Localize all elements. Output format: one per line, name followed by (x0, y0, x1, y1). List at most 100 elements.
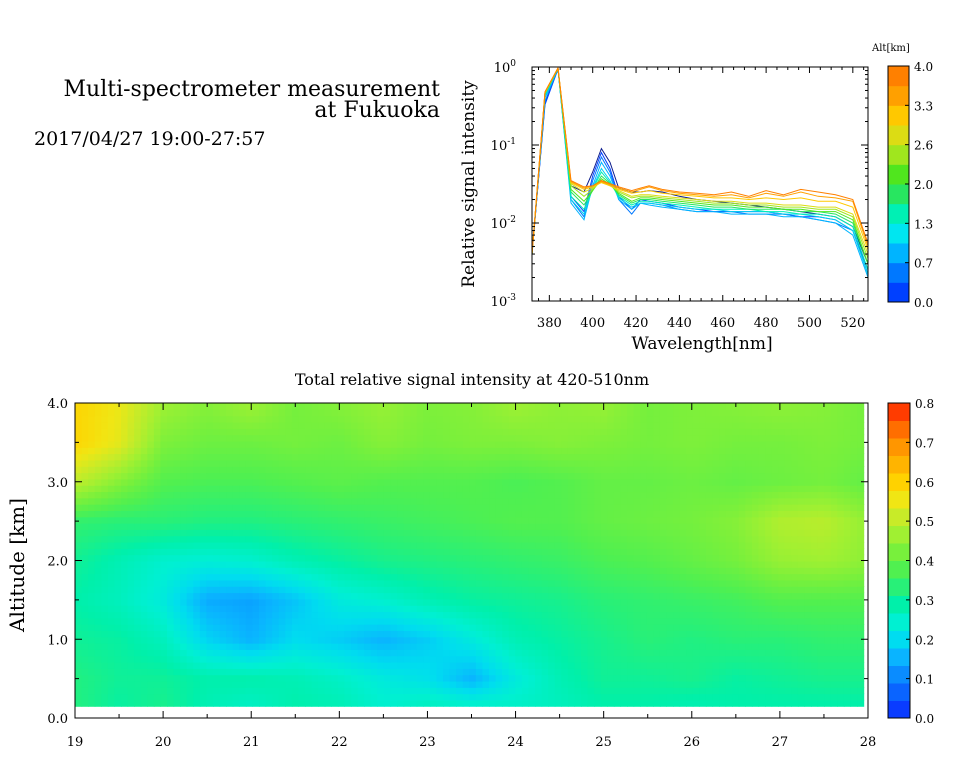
heatmap-cell (581, 560, 589, 568)
heatmap-cell (259, 573, 267, 581)
heatmap-cell (548, 674, 556, 682)
heatmap-cell (692, 624, 700, 631)
heatmap-cell (397, 668, 405, 676)
heatmap-cell (127, 453, 135, 461)
heatmap-cell (337, 661, 346, 669)
heatmap-cell (265, 497, 273, 505)
heatmap-cell (311, 504, 319, 511)
heatmap-cell (502, 516, 510, 524)
heatmap-cell (160, 649, 168, 657)
heatmap-cell (640, 668, 648, 676)
heatmap-cell (843, 579, 852, 587)
heatmap-cell (397, 693, 405, 701)
heatmap-cell (811, 668, 819, 676)
heatmap-cell (515, 586, 523, 594)
heatmap-cell (147, 605, 155, 613)
heatmap-cell (607, 611, 615, 619)
heatmap-cell (581, 541, 589, 549)
heatmap-cell (410, 554, 418, 562)
heatmap-cell (508, 560, 516, 568)
heatmap-cell (712, 624, 720, 631)
heatmap-cell (627, 699, 635, 707)
heatmap-cell (653, 579, 661, 587)
heatmap-cell (587, 516, 595, 524)
heatmap-cell (193, 497, 201, 505)
heatmap-cell (817, 586, 825, 594)
heatmap-cell (456, 630, 464, 638)
heatmap-cell (305, 516, 313, 524)
heatmap-cell (574, 687, 582, 695)
heatmap-cell (377, 523, 385, 530)
heatmap-cell (699, 655, 707, 663)
heatmap-cell (331, 674, 339, 682)
heatmap-cell (705, 510, 714, 518)
heatmap-cell (101, 687, 109, 695)
heatmap-cell (679, 510, 687, 518)
heatmap-cell (101, 699, 109, 707)
heatmap-cell (101, 554, 109, 562)
heatmap-cell (489, 668, 497, 676)
heatmap-cell (114, 636, 122, 644)
heatmap-cell (160, 605, 168, 613)
heatmap-cell (403, 523, 411, 530)
heatmap-cell (548, 605, 556, 613)
heatmap-cell (88, 567, 96, 575)
heatmap-cell (633, 668, 641, 676)
heatmap-cell (193, 554, 201, 562)
heatmap-cell (837, 573, 845, 581)
heatmap-cell (633, 579, 641, 587)
heatmap-cell (259, 529, 267, 537)
heatmap-cell (567, 598, 576, 606)
heatmap-cell (416, 478, 424, 486)
heatmap-cell (574, 466, 582, 474)
heatmap-cell (686, 459, 694, 467)
heatmap-cell (574, 453, 582, 461)
heatmap-cell (679, 516, 687, 524)
heatmap-cell (495, 605, 503, 613)
heatmap-cell (410, 478, 418, 486)
heatmap-cell (581, 535, 589, 543)
heatmap-cell (81, 687, 89, 695)
heatmap-cell (114, 504, 122, 511)
heatmap-cell (705, 649, 714, 657)
heatmap-cell (791, 548, 799, 556)
heatmap-cell (449, 491, 457, 499)
heatmap-cell (239, 668, 247, 676)
heatmap-cell (475, 617, 484, 625)
heatmap-cell (837, 472, 845, 480)
heatmap-cell (423, 649, 431, 657)
heatmap-cell (508, 504, 516, 511)
heatmap-cell (817, 554, 825, 562)
heatmap-cell (324, 598, 332, 606)
heatmap-cell (226, 453, 234, 461)
heatmap-cell (239, 649, 247, 657)
heatmap-cell (502, 485, 510, 493)
heatmap-cell (305, 680, 313, 688)
heatmap-cell (535, 485, 543, 493)
spectrum-x-tick-label: 460 (710, 316, 735, 331)
heatmap-cell (719, 586, 727, 594)
heatmap-cell (416, 579, 424, 587)
heatmap-cell (692, 554, 700, 562)
heatmap-cell (830, 478, 838, 486)
heatmap-cell (318, 472, 326, 480)
heatmap-cell (620, 548, 628, 556)
heatmap-cell (449, 586, 457, 594)
heatmap-cell (337, 617, 346, 625)
heatmap-cell (298, 472, 306, 480)
heatmap-cell (469, 579, 477, 587)
heatmap-cell (515, 491, 523, 499)
heatmap-cell (567, 674, 576, 682)
heatmap-cell (186, 643, 194, 650)
heatmap-cell (692, 661, 700, 669)
heatmap-cell (824, 535, 832, 543)
heatmap-cell (482, 605, 490, 613)
heatmap-cell (193, 693, 201, 701)
heatmap-cell (482, 567, 490, 575)
heatmap-cell (186, 541, 194, 549)
heatmap-cell (344, 497, 352, 505)
heatmap-cell (180, 472, 188, 480)
heatmap-cell (364, 611, 372, 619)
heatmap-cell (817, 459, 825, 467)
heatmap-cell (298, 573, 306, 581)
